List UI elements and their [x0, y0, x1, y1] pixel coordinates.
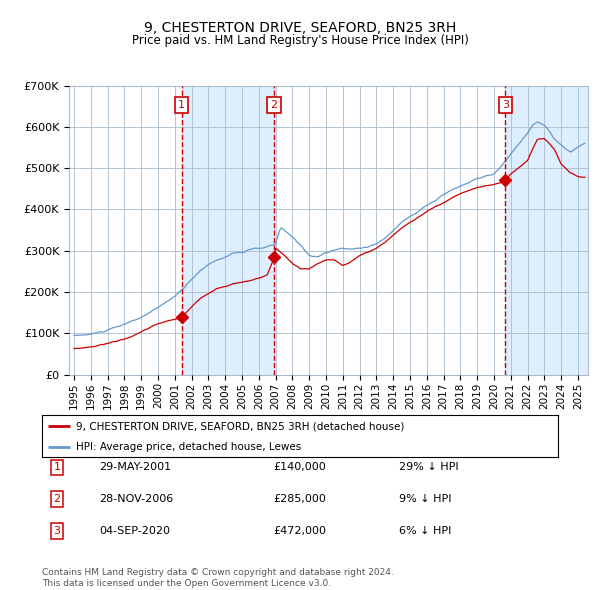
Text: Price paid vs. HM Land Registry's House Price Index (HPI): Price paid vs. HM Land Registry's House …: [131, 34, 469, 47]
Text: 29-MAY-2001: 29-MAY-2001: [99, 463, 171, 472]
Text: 28-NOV-2006: 28-NOV-2006: [99, 494, 173, 504]
Text: 3: 3: [502, 100, 509, 110]
Text: HPI: Average price, detached house, Lewes: HPI: Average price, detached house, Lewe…: [76, 442, 301, 453]
Text: £285,000: £285,000: [273, 494, 326, 504]
Text: 6% ↓ HPI: 6% ↓ HPI: [399, 526, 451, 536]
Bar: [505, 86, 588, 375]
Text: 2: 2: [271, 100, 278, 110]
Text: 1: 1: [53, 463, 61, 472]
Text: 9, CHESTERTON DRIVE, SEAFORD, BN25 3RH (detached house): 9, CHESTERTON DRIVE, SEAFORD, BN25 3RH (…: [76, 421, 404, 431]
Text: 9, CHESTERTON DRIVE, SEAFORD, BN25 3RH: 9, CHESTERTON DRIVE, SEAFORD, BN25 3RH: [144, 21, 456, 35]
Bar: [182, 86, 274, 375]
Text: 9% ↓ HPI: 9% ↓ HPI: [399, 494, 452, 504]
Text: 2: 2: [53, 494, 61, 504]
Text: 3: 3: [53, 526, 61, 536]
Text: £140,000: £140,000: [273, 463, 326, 472]
Text: Contains HM Land Registry data © Crown copyright and database right 2024.: Contains HM Land Registry data © Crown c…: [42, 568, 394, 577]
Text: 1: 1: [178, 100, 185, 110]
Text: £472,000: £472,000: [273, 526, 326, 536]
Text: 04-SEP-2020: 04-SEP-2020: [99, 526, 170, 536]
Text: 29% ↓ HPI: 29% ↓ HPI: [399, 463, 458, 472]
Text: This data is licensed under the Open Government Licence v3.0.: This data is licensed under the Open Gov…: [42, 579, 331, 588]
